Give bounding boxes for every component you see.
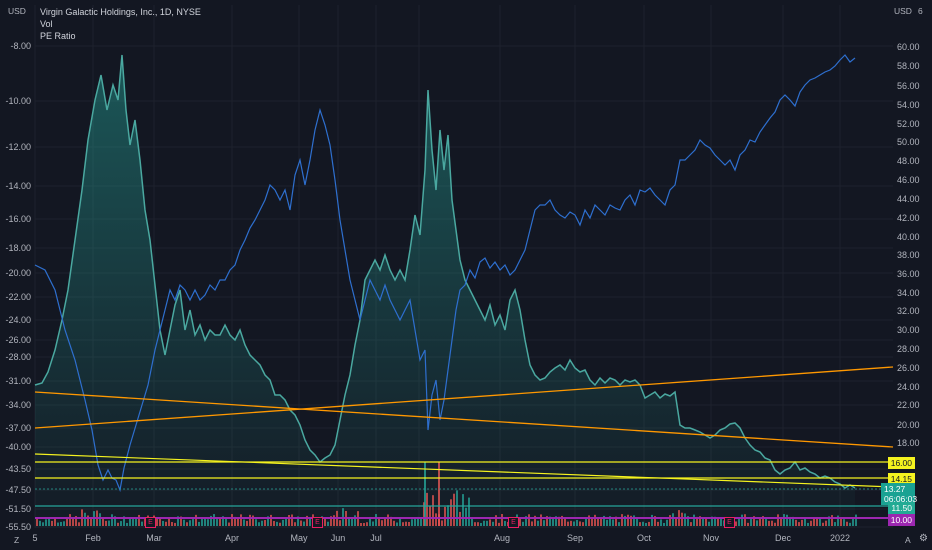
left-axis-tick: -31.00 — [5, 376, 31, 386]
right-axis-tick: 50.00 — [897, 137, 920, 147]
left-axis-tick: -24.00 — [5, 315, 31, 325]
pe-ratio-line — [34, 54, 856, 493]
right-axis-tick: 34.00 — [897, 288, 920, 298]
right-axis-tick: 56.00 — [897, 81, 920, 91]
left-axis-tick: -55.50 — [5, 522, 31, 532]
right-axis-tick: 18.00 — [897, 438, 920, 448]
right-axis-tick: 42.00 — [897, 213, 920, 223]
right-axis-tick: 54.00 — [897, 100, 920, 110]
pe-ratio-indicator-label[interactable]: PE Ratio — [40, 31, 76, 41]
price-badge-14-15: 14.15 — [887, 473, 915, 485]
time-axis-label: Nov — [703, 533, 720, 543]
right-axis-tick: 46.00 — [897, 175, 920, 185]
trendline-falling — [34, 391, 894, 448]
gear-icon[interactable]: ⚙ — [919, 533, 928, 544]
time-axis-label: Aug — [494, 533, 510, 543]
right-axis-tick: 36.00 — [897, 269, 920, 279]
left-currency-label: USD — [8, 6, 26, 16]
left-axis-tick: -22.00 — [5, 292, 31, 302]
left-axis-tick: -43.50 — [5, 464, 31, 474]
time-axis-label: 5 — [32, 533, 37, 543]
time-axis-label: May — [290, 533, 308, 543]
right-scale-label: 6 — [918, 6, 923, 16]
time-axis-label: Jun — [331, 533, 346, 543]
zoom-button[interactable]: Z — [14, 535, 20, 545]
left-axis-tick: -14.00 — [5, 181, 31, 191]
right-axis-tick: 26.00 — [897, 363, 920, 373]
left-axis-tick: -16.00 — [5, 214, 31, 224]
left-axis-tick: -26.00 — [5, 335, 31, 345]
countdown-timer: 06:06:03 — [884, 494, 918, 504]
time-axis-label: Feb — [85, 533, 101, 543]
right-axis-tick: 22.00 — [897, 400, 920, 410]
right-axis-tick: 48.00 — [897, 156, 920, 166]
last-price-badge: 13.27 06:06:03 — [881, 483, 918, 505]
price-area-fill — [35, 55, 855, 528]
volume-bar-up — [855, 514, 857, 526]
right-axis-tick: 52.00 — [897, 119, 920, 129]
price-badge-10: 10.00 — [887, 514, 915, 526]
earnings-marker[interactable]: E — [312, 517, 323, 528]
symbol-title[interactable]: Virgin Galactic Holdings, Inc., 1D, NYSE — [40, 7, 201, 17]
time-axis-label: Sep — [567, 533, 583, 543]
earnings-marker[interactable]: E — [724, 517, 735, 528]
price-badge-11-50: 11.50 — [888, 502, 915, 514]
left-axis-tick: -34.00 — [5, 400, 31, 410]
time-axis-label: Apr — [225, 533, 239, 543]
time-axis-label: Oct — [637, 533, 652, 543]
right-currency-label: USD — [894, 6, 912, 16]
earnings-marker[interactable]: E — [145, 517, 156, 528]
price-badge-16: 16.00 — [887, 457, 915, 469]
time-axis-label: Jul — [370, 533, 382, 543]
right-axis-tick: 24.00 — [897, 382, 920, 392]
left-axis-tick: -8.00 — [10, 41, 31, 51]
auto-scale-button[interactable]: A — [905, 535, 911, 545]
right-axis-tick: 28.00 — [897, 344, 920, 354]
trendline-yellow — [34, 453, 894, 488]
right-axis-tick: 30.00 — [897, 325, 920, 335]
price-line — [34, 54, 856, 489]
right-axis-tick: 38.00 — [897, 250, 920, 260]
chart-legend: Virgin Galactic Holdings, Inc., 1D, NYSE… — [40, 6, 201, 42]
trendline-rising — [34, 366, 894, 429]
left-axis-tick: -18.00 — [5, 243, 31, 253]
right-axis-tick: 20.00 — [897, 420, 920, 430]
earnings-marker[interactable]: E — [508, 517, 519, 528]
left-axis-tick: -51.50 — [5, 504, 31, 514]
time-axis-label: 2022 — [830, 533, 850, 543]
right-axis-tick: 40.00 — [897, 232, 920, 242]
last-price-value: 13.27 — [884, 484, 906, 494]
volume-indicator-label[interactable]: Vol — [40, 19, 53, 29]
left-axis-tick: -12.00 — [5, 142, 31, 152]
left-axis-tick: -10.00 — [5, 96, 31, 106]
right-axis-tick: 58.00 — [897, 61, 920, 71]
right-axis-tick: 44.00 — [897, 194, 920, 204]
left-axis-tick: -20.00 — [5, 268, 31, 278]
left-axis-tick: -40.00 — [5, 442, 31, 452]
left-axis-tick: -47.50 — [5, 485, 31, 495]
time-axis-label: Dec — [775, 533, 792, 543]
time-axis-label: Mar — [146, 533, 162, 543]
right-axis-tick: 60.00 — [897, 42, 920, 52]
left-axis-tick: -28.00 — [5, 352, 31, 362]
left-axis-tick: -37.00 — [5, 423, 31, 433]
right-axis-tick: 32.00 — [897, 306, 920, 316]
